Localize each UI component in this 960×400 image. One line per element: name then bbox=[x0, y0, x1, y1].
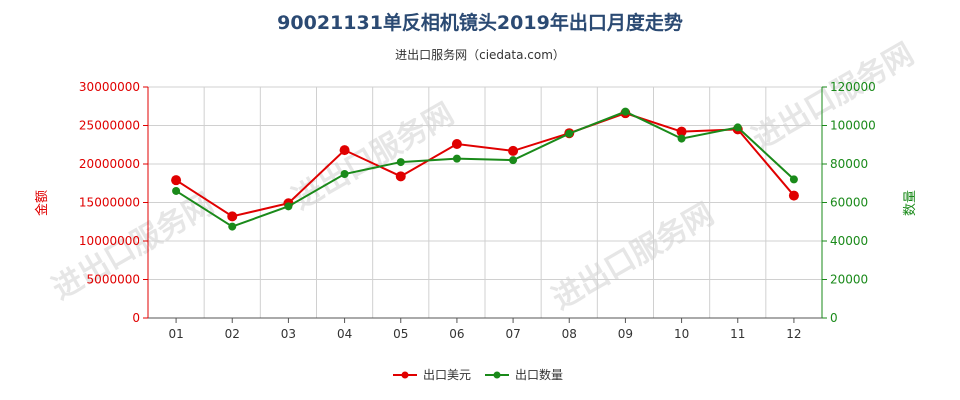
x-tick-label: 11 bbox=[730, 327, 745, 341]
data-point bbox=[340, 170, 349, 179]
data-point bbox=[171, 175, 182, 186]
left-axis-title: 金额 bbox=[34, 190, 50, 216]
left-tick-label: 5000000 bbox=[87, 273, 140, 287]
data-point bbox=[395, 171, 406, 182]
data-point bbox=[733, 123, 742, 132]
data-point bbox=[396, 158, 405, 167]
data-point bbox=[452, 154, 461, 163]
data-point bbox=[565, 129, 574, 138]
x-tick-label: 07 bbox=[505, 327, 520, 341]
series-line bbox=[175, 110, 795, 228]
left-tick-label: 10000000 bbox=[79, 234, 140, 248]
data-point bbox=[789, 175, 798, 184]
data-point bbox=[508, 145, 519, 156]
legend-label: 出口数量 bbox=[515, 367, 563, 382]
data-point bbox=[284, 202, 293, 211]
data-point bbox=[451, 138, 462, 149]
legend-swatch-marker bbox=[493, 371, 501, 379]
watermark-text: 进出口服务网 bbox=[747, 37, 920, 157]
chart-subtitle: 进出口服务网（ciedata.com） bbox=[395, 48, 565, 62]
left-tick-label: 15000000 bbox=[79, 196, 140, 210]
data-point bbox=[509, 156, 518, 165]
data-point bbox=[172, 186, 181, 195]
data-point bbox=[339, 145, 350, 156]
data-point bbox=[788, 190, 799, 201]
right-tick-label: 120000 bbox=[830, 80, 876, 94]
x-tick-label: 01 bbox=[168, 327, 183, 341]
chart-title: 90021131单反相机镜头2019年出口月度走势 bbox=[277, 12, 683, 34]
x-tick-label: 05 bbox=[393, 327, 408, 341]
left-tick-label: 25000000 bbox=[79, 119, 140, 133]
right-tick-label: 40000 bbox=[830, 234, 868, 248]
legend-label: 出口美元 bbox=[423, 368, 471, 382]
series-layer bbox=[171, 107, 799, 231]
right-tick-label: 100000 bbox=[830, 119, 876, 133]
x-tick-label: 06 bbox=[449, 327, 464, 341]
data-point bbox=[621, 107, 630, 116]
axes: 0 5000000 10000000 15000000 20000000 25000000… bbox=[34, 80, 918, 341]
grid-lines bbox=[147, 86, 823, 319]
x-tick-label: 09 bbox=[618, 327, 633, 341]
data-point bbox=[228, 222, 237, 231]
left-tick-label: 30000000 bbox=[79, 80, 140, 94]
data-point bbox=[677, 134, 686, 143]
data-point bbox=[676, 126, 687, 137]
x-tick-label: 04 bbox=[337, 327, 352, 341]
series-line bbox=[175, 112, 795, 218]
x-tick-label: 02 bbox=[225, 327, 240, 341]
x-tick-label: 03 bbox=[281, 327, 296, 341]
x-tick-label: 08 bbox=[562, 327, 577, 341]
legend-swatch-marker bbox=[401, 371, 409, 379]
right-tick-label: 60000 bbox=[830, 196, 868, 210]
legend: 出口美元 出口数量 bbox=[393, 367, 563, 382]
left-tick-label: 20000000 bbox=[79, 157, 140, 171]
watermark-text: 进出口服务网 bbox=[547, 197, 720, 317]
right-axis-title: 数量 bbox=[903, 190, 918, 216]
right-tick-label: 20000 bbox=[830, 273, 868, 287]
right-tick-label: 80000 bbox=[830, 157, 868, 171]
x-tick-label: 10 bbox=[674, 327, 689, 341]
right-tick-label: 0 bbox=[830, 311, 838, 325]
left-tick-label: 0 bbox=[132, 311, 140, 325]
data-point bbox=[227, 211, 238, 222]
x-tick-label: 12 bbox=[786, 327, 801, 341]
